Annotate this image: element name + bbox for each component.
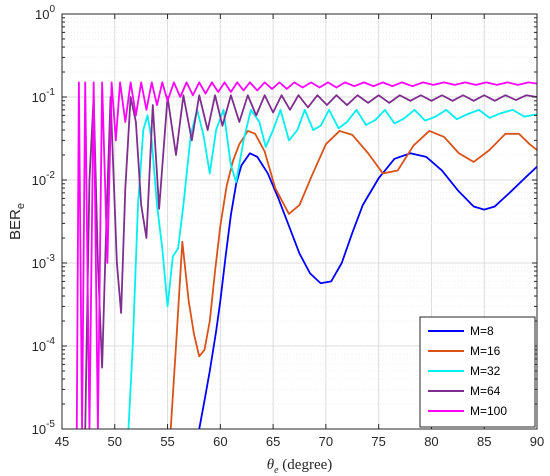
x-tick-label: 75 xyxy=(371,434,385,449)
x-tick-label: 65 xyxy=(266,434,280,449)
x-label-unit: (degree) xyxy=(279,457,333,473)
y-tick-exponent: -5 xyxy=(46,419,55,430)
legend: M=8 M=16 M=32 M=64 M=100 xyxy=(419,316,536,428)
series-line-m32 xyxy=(127,108,537,429)
y-axis-label: BERe xyxy=(7,203,27,240)
y-tick-base: 10 xyxy=(32,339,46,354)
x-tick-labels: 45 50 55 60 65 70 75 80 85 90 xyxy=(55,434,544,449)
x-tick-label: 70 xyxy=(319,434,333,449)
x-tick-label: 55 xyxy=(160,434,174,449)
series-line-m16 xyxy=(169,130,537,429)
y-tick-base: 10 xyxy=(35,7,49,22)
x-tick-label: 60 xyxy=(213,434,227,449)
y-tick-exponent: -4 xyxy=(46,336,55,347)
series-line-m100 xyxy=(75,81,537,429)
y-tick-base: 10 xyxy=(32,256,46,271)
y-tick-label: 10-1 xyxy=(32,87,56,105)
plot-area xyxy=(75,81,537,429)
y-tick-label: 10-3 xyxy=(32,253,56,271)
legend-label: M=32 xyxy=(470,364,501,378)
y-tick-base: 10 xyxy=(32,173,46,188)
y-tick-label: 100 xyxy=(35,4,55,22)
y-tick-base: 10 xyxy=(32,422,46,437)
legend-label: M=16 xyxy=(470,344,501,358)
x-tick-label: 85 xyxy=(477,434,491,449)
y-tick-label: 10-4 xyxy=(32,336,56,354)
y-label-subscript: e xyxy=(15,203,27,209)
x-tick-label: 90 xyxy=(530,434,544,449)
y-tick-exponent: -3 xyxy=(46,253,55,264)
x-label-theta: θ xyxy=(267,457,275,473)
series-line-m8 xyxy=(198,152,537,429)
y-tick-base: 10 xyxy=(32,90,46,105)
x-tick-label: 80 xyxy=(424,434,438,449)
x-tick-label: 50 xyxy=(108,434,122,449)
x-label-subscript: e xyxy=(274,465,279,476)
y-label-main: BER xyxy=(7,209,24,240)
y-tick-label: 10-2 xyxy=(32,170,56,188)
y-tick-exponent: 0 xyxy=(49,4,55,15)
x-axis-label: θe (degree) xyxy=(267,457,333,476)
y-tick-exponent: -1 xyxy=(46,87,55,98)
series-line-m64 xyxy=(84,94,537,429)
legend-label: M=100 xyxy=(470,404,507,418)
legend-label: M=8 xyxy=(470,324,494,338)
x-tick-label: 45 xyxy=(55,434,69,449)
y-tick-label: 10-5 xyxy=(32,419,56,437)
y-tick-exponent: -2 xyxy=(46,170,55,181)
legend-label: M=64 xyxy=(470,384,501,398)
axes-box xyxy=(61,13,538,430)
